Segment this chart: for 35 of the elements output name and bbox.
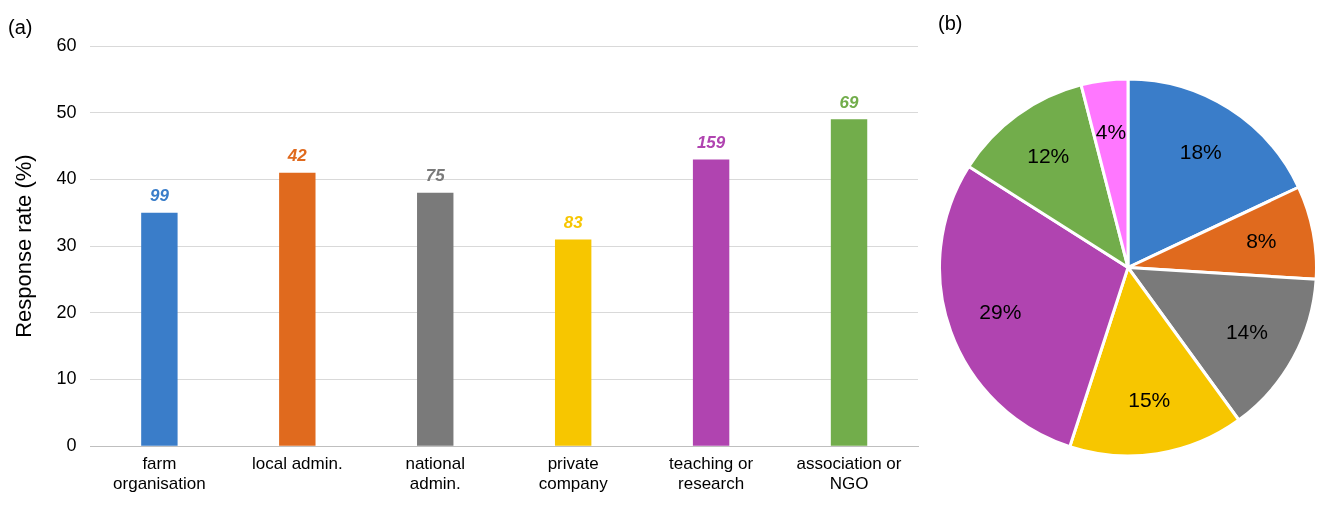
- x-tick-label: association or NGO: [796, 454, 902, 494]
- annotation: 83: [563, 212, 584, 232]
- y-tick-label: 20: [56, 301, 77, 322]
- y-tick-label: 60: [56, 34, 77, 55]
- bar: [830, 119, 868, 446]
- bar: [279, 172, 316, 446]
- data-label: 12%: [1027, 144, 1070, 168]
- chart-title: (b): [938, 11, 963, 34]
- data-label: 8%: [1246, 228, 1277, 252]
- y-tick-label: 40: [56, 168, 77, 189]
- bar: [692, 159, 730, 446]
- data-label: 14%: [1225, 319, 1268, 343]
- data-label: 4%: [1095, 119, 1127, 143]
- annotation: 99: [149, 185, 170, 205]
- data-label: 18%: [1179, 139, 1222, 163]
- y-tick-label: 50: [56, 101, 77, 122]
- annotation: 159: [696, 132, 726, 152]
- data-label: 15%: [1128, 388, 1171, 412]
- chart-title: (a): [8, 15, 33, 38]
- y-tick-label: 30: [56, 235, 77, 256]
- bar: [417, 192, 454, 446]
- x-tick-label: private company: [538, 454, 609, 494]
- x-tick-label: national admin.: [405, 454, 466, 494]
- y-tick-label: 0: [66, 435, 77, 456]
- bar: [554, 239, 592, 446]
- x-tick-label: teaching or research: [669, 454, 754, 494]
- x-tick-label: local admin.: [251, 454, 343, 474]
- annotation: 69: [839, 92, 860, 112]
- annotation: 75: [425, 165, 446, 185]
- x-tick-label: farm organisation: [113, 454, 206, 494]
- y-axis-title: Response rate (%): [11, 154, 37, 338]
- bar: [141, 212, 178, 446]
- y-tick-label: 10: [56, 368, 77, 389]
- annotation: 42: [286, 145, 308, 165]
- data-label: 29%: [979, 300, 1022, 324]
